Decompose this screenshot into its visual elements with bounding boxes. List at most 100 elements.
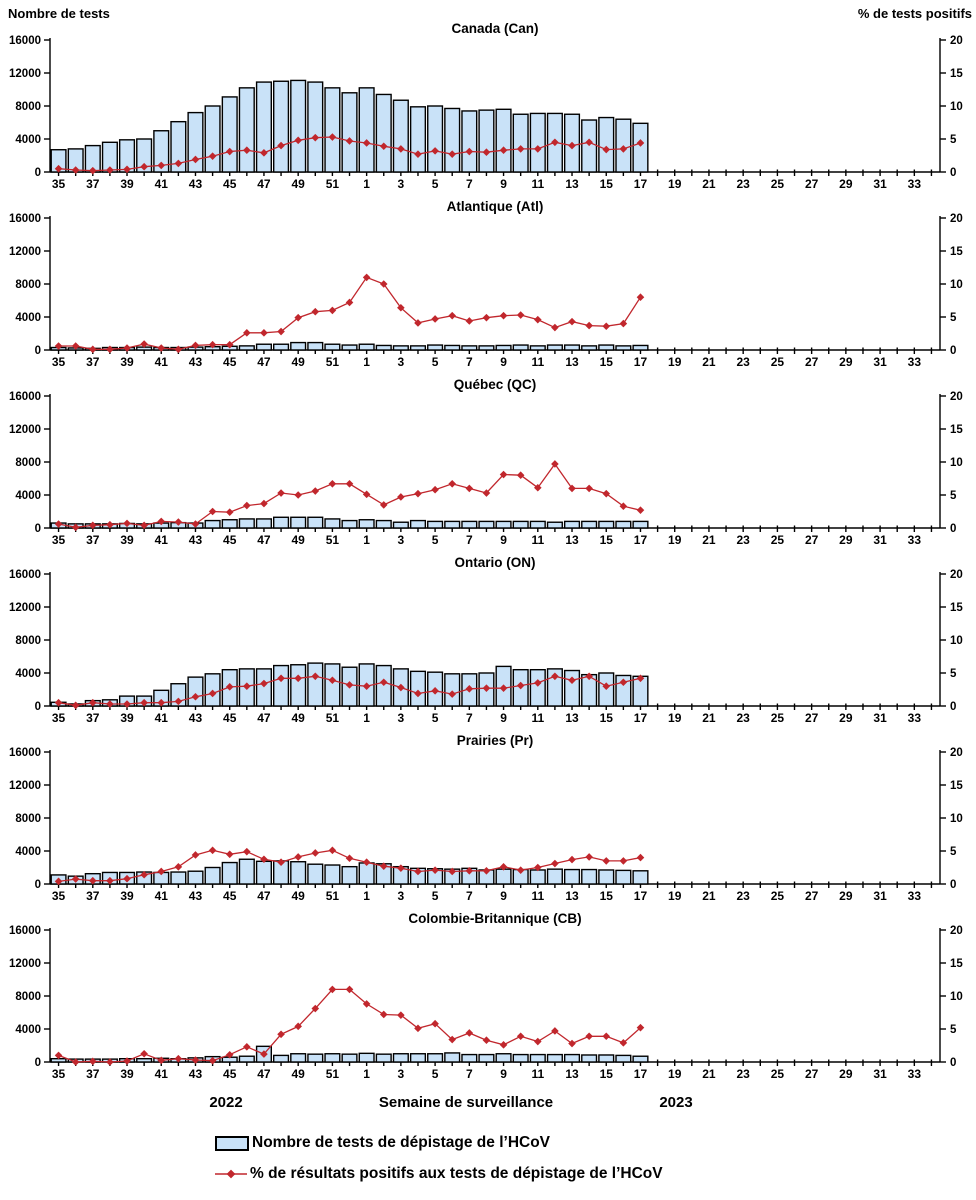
diamond-marker [602,1032,611,1041]
diamond-marker [602,857,611,865]
diamond-marker [208,1056,217,1065]
bar [478,520,495,529]
week-label: 21 [702,889,716,903]
week-label: 41 [155,889,169,903]
week-label: 23 [736,889,750,903]
diamond-marker [174,1054,183,1063]
week-label: 25 [771,1067,785,1081]
diamond-marker [533,1037,542,1046]
diamond-marker [294,136,302,145]
week-label: 17 [634,533,648,547]
bar [444,344,461,351]
diamond-marker [397,683,405,692]
week-label: 47 [257,711,271,725]
bar [307,863,324,885]
bar [409,1053,427,1063]
right-tick-label: 20 [950,35,963,47]
diamond-marker [482,1036,491,1045]
panel-title-atl: Atlantique (Atl) [447,199,544,214]
bar [512,1053,529,1063]
diamond-marker [277,858,285,867]
diamond-marker [157,1056,166,1065]
week-label: 43 [189,889,203,903]
bar [341,92,358,173]
right-tick-label: 20 [950,391,963,403]
left-tick-label: 0 [35,345,41,357]
right-tick-label: 10 [950,813,963,825]
week-label: 11 [531,355,544,369]
panel-atl: Atlantique (Atl) 0 4000 8000 12000 16000 0 5 10 1… [9,199,963,369]
week-label: 33 [908,177,922,191]
diamond-marker [208,846,217,855]
week-label: 3 [398,711,405,725]
bar [615,345,632,351]
bar [273,1054,290,1063]
week-label: 13 [565,889,579,903]
bar [136,138,153,173]
week-label: 5 [432,177,439,191]
bar [290,861,307,885]
week-label: 29 [839,711,853,725]
diamond-marker [568,855,576,864]
week-label: 17 [634,889,648,903]
bars-can [50,79,649,173]
bar [221,519,238,529]
diamond-marker [191,341,200,350]
week-label: 23 [736,711,750,725]
diamond-marker [243,501,251,510]
week-label: 35 [52,533,66,547]
week-label: 45 [223,889,237,903]
panel-pr: Prairies (Pr)040008000120001600005101520… [9,733,963,903]
diamond-marker [602,145,611,154]
diamond-marker [311,1004,320,1013]
diamond-marker [294,853,302,861]
bar [324,864,341,885]
percent-line-cb [58,988,641,1063]
bar [632,870,649,885]
bar [238,345,255,351]
right-tick-label: 10 [950,991,963,1003]
left-tick-label: 16000 [9,391,41,403]
bar [427,344,444,351]
diamond-marker [54,877,63,886]
bar [290,1053,307,1063]
week-label: 9 [500,711,507,725]
left-tick-label: 8000 [15,813,41,825]
diamond-marker [568,1039,576,1048]
bars-cb [50,1045,649,1063]
week-label: 43 [189,177,203,191]
right-tick-label: 20 [950,569,963,581]
week-label: 49 [291,177,305,191]
diamond-marker [482,148,491,156]
week-label: 17 [634,1067,648,1081]
week-label: 1 [363,889,370,903]
bar [392,1053,409,1063]
left-tick-label: 4000 [15,490,41,502]
right-tick-label: 15 [950,68,963,80]
week-label: 7 [466,177,473,191]
left-tick-label: 12000 [9,68,41,80]
diamond-marker [414,319,422,327]
bar [478,345,495,351]
week-label: 25 [771,889,785,903]
diamond-marker [106,345,114,354]
bar [461,520,478,529]
bar [358,343,375,351]
bar [136,1057,153,1063]
diamond-marker [191,851,200,859]
week-label: 31 [873,711,887,725]
bar [187,870,204,885]
week-label: 35 [52,1067,66,1081]
bar [238,1055,255,1063]
bar [255,81,273,173]
bar [324,663,341,707]
bar [255,860,273,885]
diamond-marker [397,1011,405,1019]
diamond-marker [225,850,234,859]
diamond-marker [311,487,320,495]
diamond-marker [88,698,97,707]
diamond-marker [448,867,457,876]
week-label: 31 [873,533,887,547]
panel-title-cb: Colombie-Britannique (CB) [408,911,581,926]
